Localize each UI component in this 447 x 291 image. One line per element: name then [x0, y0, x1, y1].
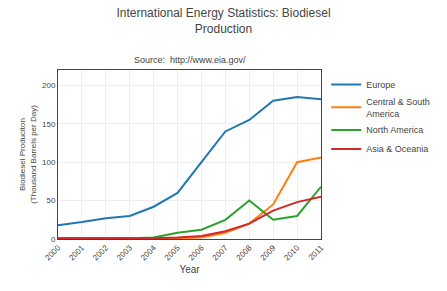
svg-text:100: 100	[42, 158, 56, 167]
svg-text:150: 150	[42, 120, 56, 129]
svg-text:2005: 2005	[163, 243, 182, 262]
svg-text:2006: 2006	[187, 243, 206, 262]
svg-text:Source: http://www.eia.gov/: Source: http://www.eia.gov/	[134, 55, 246, 65]
svg-text:50: 50	[46, 196, 55, 205]
svg-text:Asia & Oceania: Asia & Oceania	[366, 144, 428, 154]
svg-text:Year: Year	[179, 264, 200, 275]
svg-text:Europe: Europe	[366, 80, 395, 90]
svg-text:2010: 2010	[282, 243, 301, 262]
svg-text:2001: 2001	[67, 243, 86, 262]
svg-text:200: 200	[42, 81, 56, 90]
svg-text:North America: North America	[366, 125, 423, 135]
svg-text:0: 0	[51, 235, 56, 244]
svg-text:Biodiesel Produciton(Thousand: Biodiesel Produciton(Thousand Barrels pe…	[18, 105, 37, 204]
svg-text:2011: 2011	[307, 243, 326, 262]
svg-text:2004: 2004	[139, 243, 158, 262]
svg-text:2000: 2000	[43, 243, 62, 262]
svg-text:2007: 2007	[211, 243, 230, 262]
svg-text:2002: 2002	[91, 243, 110, 262]
svg-text:Central & SouthAmerica: Central & SouthAmerica	[366, 97, 430, 119]
svg-text:2003: 2003	[115, 243, 134, 262]
svg-text:International Energy Statistic: International Energy Statistics: Biodies…	[116, 6, 330, 36]
svg-text:2009: 2009	[258, 243, 277, 262]
svg-text:2008: 2008	[235, 243, 254, 262]
